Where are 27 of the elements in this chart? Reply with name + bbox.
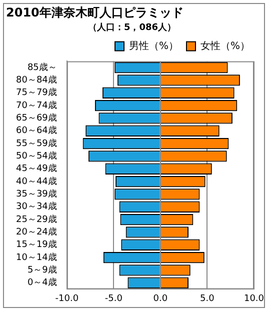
y-tick-label: 20～24歳 [16,226,57,238]
y-tick-label: 55～59歳 [16,138,57,149]
y-tick-label: 85歳～ [27,62,57,73]
chart-title: 2010年津奈木町人口ピラミッド [6,5,184,20]
y-tick-label: 35～39歳 [16,188,57,200]
x-tick-label: 10.0 [244,294,264,304]
x-tick-label: -10.0 [55,294,79,304]
y-tick-label: 45～49歳 [16,163,57,174]
x-tick-label: -5.0 [104,294,123,304]
y-tick-label: 30～34歳 [16,201,57,212]
y-tick-label: 40～44歳 [16,176,57,187]
y-tick-label: 10～14歳 [16,252,57,263]
legend-label: 男性（%） [128,40,179,52]
y-tick-label: 5～9歳 [27,264,57,276]
x-tick-label: 5.0 [200,294,215,304]
y-tick-label: 75～79歳 [16,87,57,98]
y-tick-label: 25～29歳 [16,214,57,225]
y-tick-label: 60～64歳 [16,125,57,136]
x-tick-label: 0.0 [153,294,168,304]
chart-subtitle: （人口：5，086人） [88,22,176,34]
y-tick-label: 0～4歳 [27,277,57,288]
y-tick-label: 70～74歳 [16,100,57,111]
y-tick-label: 65～69歳 [16,112,57,124]
legend-label: 女性（%） [200,40,250,52]
y-tick-label: 15～19歳 [16,239,57,250]
y-tick-label: 80～84歳 [16,74,57,86]
y-tick-label: 50～54歳 [16,150,57,162]
